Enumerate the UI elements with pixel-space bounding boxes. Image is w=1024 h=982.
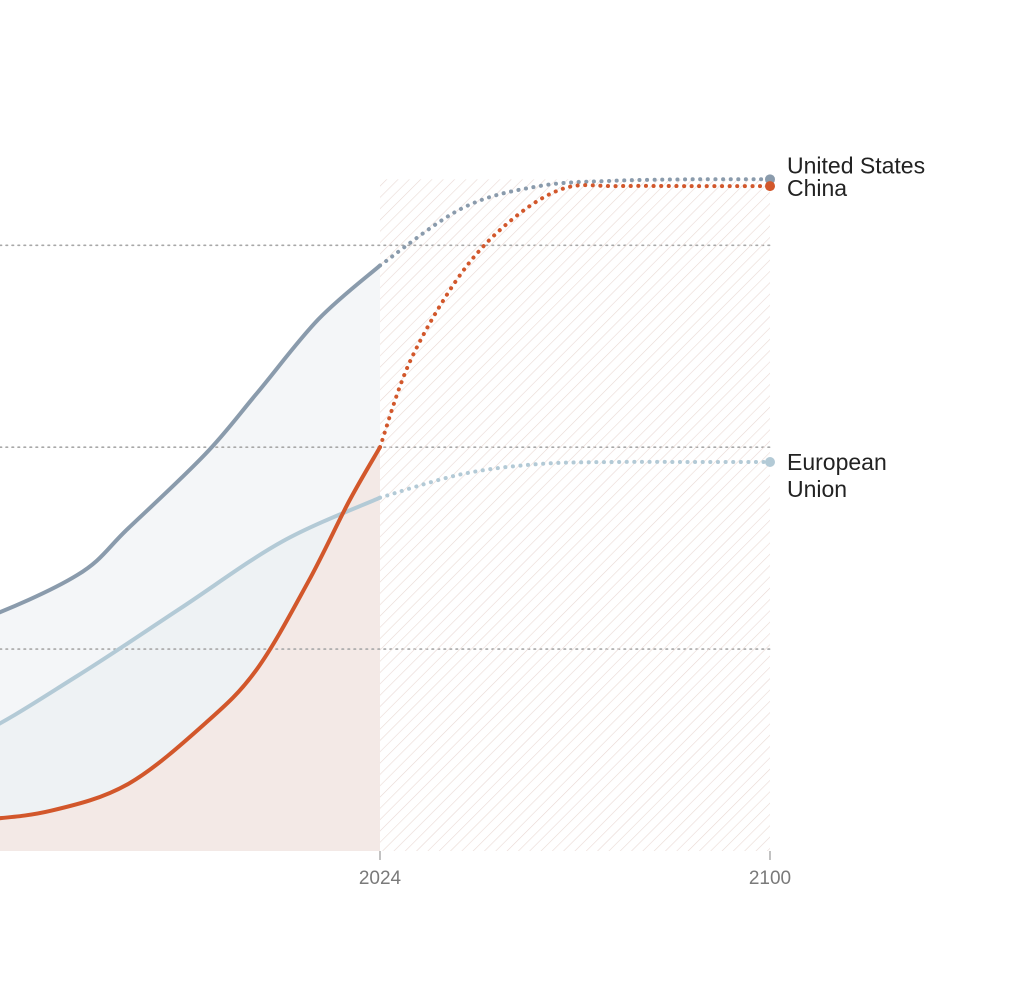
x-tick-label: 2024: [359, 868, 402, 889]
series-label-line: China: [787, 175, 847, 201]
x-tick-label: 2100: [749, 868, 791, 889]
line-projected-china: [378, 183, 772, 450]
end-point-china: [765, 181, 775, 192]
series-label-line: European: [787, 449, 887, 475]
projection-region: [380, 179, 770, 851]
series-label-line: Union: [787, 476, 847, 502]
line-historical-european-union: [0, 495, 382, 726]
series-label-united-states: United States: [787, 152, 925, 178]
line-projected-united-states: [378, 177, 772, 268]
line-projected-european-union: [378, 459, 772, 500]
series-lines: [0, 174, 775, 821]
area-fills: [0, 265, 380, 851]
x-axis-ticks: 2024 2100: [359, 851, 791, 889]
series-label-line: United States: [787, 152, 925, 178]
end-point-european-union: [765, 457, 775, 468]
series-label-china: China: [787, 175, 847, 201]
line-historical-united-states: [0, 263, 382, 615]
projection-hatch: [380, 179, 770, 851]
series-label-european-union: European Union: [787, 449, 887, 502]
line-historical-china: [0, 445, 382, 821]
area-fill-china: [0, 447, 380, 851]
